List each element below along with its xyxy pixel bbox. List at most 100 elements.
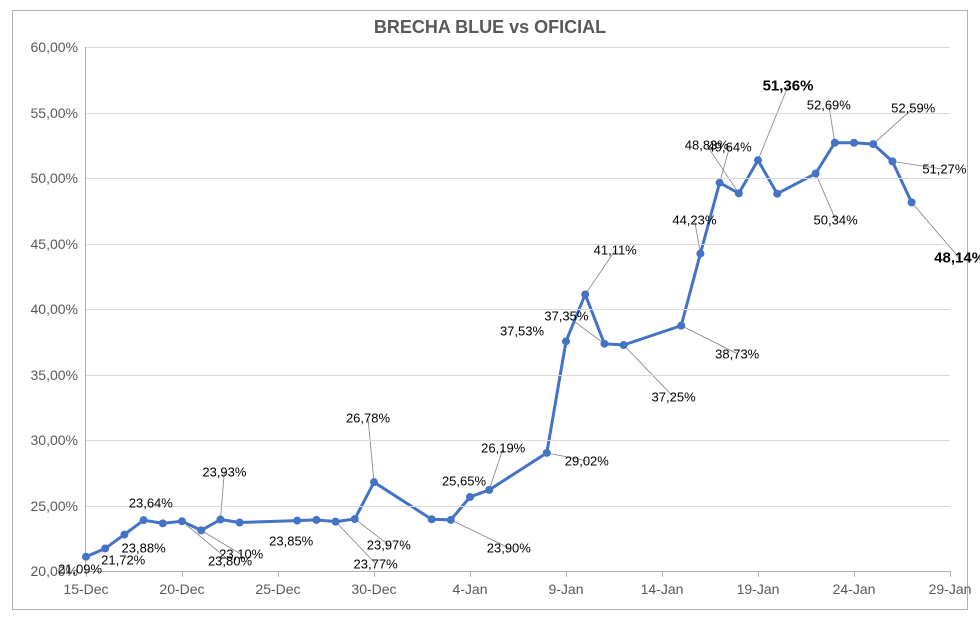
y-tick-label: 35,00% [31,367,78,383]
data-marker [82,553,90,561]
data-marker [620,341,628,349]
data-label: 48,83% [685,138,729,153]
series-line [86,143,912,557]
data-label: 23,64% [129,496,173,511]
data-marker [888,157,896,165]
data-label: 38,73% [715,346,759,361]
data-marker [351,515,359,523]
data-label: 37,25% [652,390,696,405]
data-marker [562,337,570,345]
x-tick-label: 15-Dec [63,581,108,597]
data-label: 21,09% [58,561,102,576]
gridline [86,113,950,114]
data-label: 37,53% [500,324,544,339]
data-marker [812,170,820,178]
gridline [86,375,950,376]
gridline [86,47,950,48]
data-marker [159,519,167,527]
y-tick-label: 25,00% [31,498,78,514]
x-tick [566,571,567,577]
x-tick [470,571,471,577]
data-marker [485,486,493,494]
data-label: 52,69% [807,97,851,112]
x-tick [182,571,183,577]
data-label: 23,88% [122,541,166,556]
y-tick-label: 50,00% [31,170,78,186]
data-marker [908,198,916,206]
x-tick-label: 14-Jan [641,581,684,597]
data-label: 52,59% [891,101,935,116]
data-label: 23,97% [367,537,411,552]
gridline [86,178,950,179]
data-label: 23,90% [487,540,531,555]
x-tick [854,571,855,577]
data-label: 50,34% [814,212,858,227]
data-marker [178,517,186,525]
leader-line [368,418,374,482]
data-label: 51,27% [922,162,966,177]
data-marker [869,140,877,148]
leader-line [758,86,788,160]
data-label: 25,65% [442,473,486,488]
x-tick [374,571,375,577]
data-marker [428,515,436,523]
data-label: 41,11% [594,243,637,258]
data-label: 23,85% [269,533,313,548]
x-tick-label: 9-Jan [548,581,583,597]
x-tick-label: 4-Jan [452,581,487,597]
y-tick-label: 30,00% [31,432,78,448]
gridline [86,506,950,507]
data-label: 48,14% [934,250,980,267]
data-marker [716,179,724,187]
data-label: 23,10% [219,547,263,562]
data-marker [831,139,839,147]
data-marker [216,516,224,524]
data-marker [466,493,474,501]
data-label: 29,02% [565,453,609,468]
data-marker [332,518,340,526]
x-tick-label: 25-Dec [255,581,300,597]
gridline [86,309,950,310]
data-marker [696,250,704,258]
data-marker [120,531,128,539]
data-marker [735,189,743,197]
data-label: 26,19% [481,440,525,455]
data-label: 51,36% [763,78,814,95]
y-tick-label: 55,00% [31,105,78,121]
gridline [86,244,950,245]
data-marker [543,449,551,457]
data-marker [312,516,320,524]
x-tick-label: 24-Jan [833,581,876,597]
data-marker [850,139,858,147]
data-marker [447,516,455,524]
data-marker [677,322,685,330]
x-tick-label: 29-Jan [929,581,972,597]
x-tick-label: 20-Dec [159,581,204,597]
data-marker [581,290,589,298]
data-label: 37,35% [544,308,588,323]
data-marker [140,516,148,524]
data-marker [370,478,378,486]
data-label: 44,23% [672,212,716,227]
x-tick-label: 30-Dec [351,581,396,597]
data-marker [101,544,109,552]
data-label: 23,77% [354,556,398,571]
data-marker [600,340,608,348]
x-tick-label: 19-Jan [737,581,780,597]
chart-frame: BRECHA BLUE vs OFICIAL 20,00%25,00%30,00… [12,10,968,610]
data-marker [236,519,244,527]
chart-title: BRECHA BLUE vs OFICIAL [374,17,606,38]
x-tick [278,571,279,577]
x-tick [662,571,663,577]
x-tick [758,571,759,577]
plot-area: 20,00%25,00%30,00%35,00%40,00%45,00%50,0… [85,47,950,572]
data-marker [197,526,205,534]
data-label: 26,78% [346,411,390,426]
y-tick-label: 40,00% [31,301,78,317]
y-tick-label: 60,00% [31,39,78,55]
y-tick-label: 45,00% [31,236,78,252]
x-tick [950,571,951,577]
data-marker [754,156,762,164]
data-marker [773,190,781,198]
data-marker [293,517,301,525]
